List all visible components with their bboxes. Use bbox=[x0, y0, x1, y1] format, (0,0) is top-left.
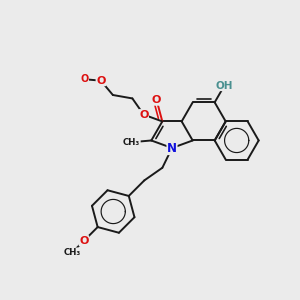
Text: O: O bbox=[96, 76, 106, 86]
Text: O: O bbox=[139, 110, 148, 120]
Text: O: O bbox=[79, 236, 89, 246]
Text: O: O bbox=[80, 74, 88, 84]
Text: OH: OH bbox=[216, 81, 233, 91]
Text: CH₃: CH₃ bbox=[64, 248, 81, 257]
Text: N: N bbox=[167, 142, 177, 154]
Text: CH₃: CH₃ bbox=[123, 138, 140, 147]
Text: O: O bbox=[152, 95, 161, 105]
